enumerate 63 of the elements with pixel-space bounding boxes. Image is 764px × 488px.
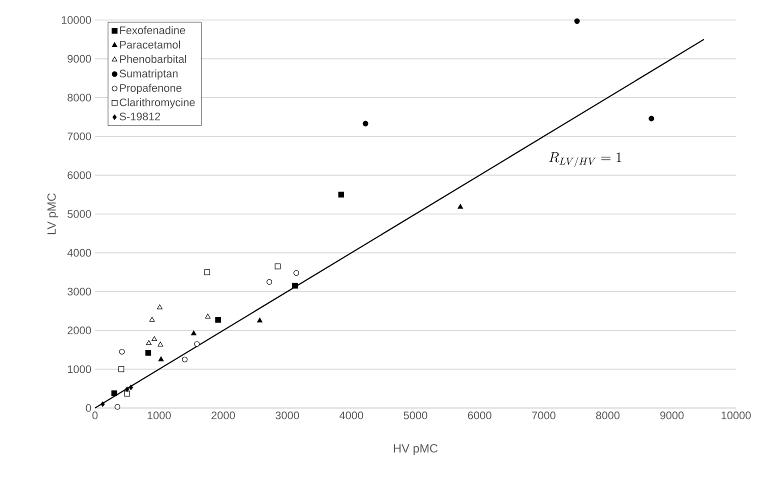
point [145, 350, 152, 356]
y-tick-label: 10000 [62, 16, 92, 24]
point [124, 390, 130, 397]
point [274, 263, 281, 270]
x-tick-label: 9000 [660, 412, 684, 420]
point [215, 317, 221, 323]
annotation: $R_{LV/HV} = 1$ [549, 152, 622, 168]
point [257, 318, 262, 322]
point [574, 18, 580, 24]
y-tick-label: 9000 [68, 54, 92, 63]
point [191, 330, 196, 336]
x-tick-label: 2000 [212, 412, 235, 420]
y-tick-label: 1000 [68, 365, 92, 374]
x-tick-label: 8000 [596, 412, 620, 420]
point [292, 282, 298, 289]
legend-label: Clarithromycine [120, 98, 195, 108]
x-tick-label: 0 [92, 412, 98, 420]
point [266, 279, 272, 285]
point [152, 336, 158, 342]
point [100, 401, 105, 407]
x-tick-label: 5000 [404, 412, 428, 420]
x-tick-label: 4000 [339, 412, 364, 420]
legend-label: Sumatriptan [120, 69, 178, 80]
y-tick-label: 6000 [68, 171, 92, 180]
point [204, 269, 210, 276]
point [293, 270, 300, 276]
y-tick-label: 7000 [68, 132, 92, 140]
point [128, 384, 133, 390]
point [124, 386, 130, 392]
point [111, 390, 118, 396]
x-tick-label: 1000 [148, 412, 171, 420]
y-tick-label: 8000 [68, 94, 92, 102]
x-axis-title: HV pMC [394, 444, 438, 455]
x-tick-label: 10000 [722, 412, 751, 420]
point [158, 356, 164, 362]
point [648, 116, 654, 122]
y-tick-label: 2000 [68, 326, 92, 334]
y-tick-label: 3000 [68, 288, 92, 296]
point [146, 340, 152, 345]
point [118, 366, 124, 372]
point [458, 204, 464, 209]
point [182, 356, 188, 362]
legend-label: S-19812 [120, 112, 160, 120]
x-tick-label: 6000 [468, 412, 492, 420]
legend-label: Paracetamol [120, 40, 180, 49]
y-axis-title: LV pMC [47, 193, 58, 234]
y-tick-label: 5000 [68, 210, 92, 218]
point [119, 348, 125, 355]
point [157, 304, 162, 310]
y-tick-label: 0 [86, 404, 92, 412]
x-tick-label: 7000 [532, 412, 556, 420]
legend-label: Propafenone [120, 84, 182, 94]
point [149, 316, 155, 322]
point [194, 341, 200, 347]
y-tick-label: 4000 [67, 248, 92, 257]
point [362, 120, 368, 126]
x-tick-label: 3000 [276, 412, 300, 420]
legend-label: Phenobarbital [120, 54, 186, 64]
point [158, 342, 164, 346]
point [114, 404, 120, 410]
legend-label: Fexofenadine [120, 26, 186, 34]
point [205, 314, 211, 319]
point [338, 192, 344, 198]
